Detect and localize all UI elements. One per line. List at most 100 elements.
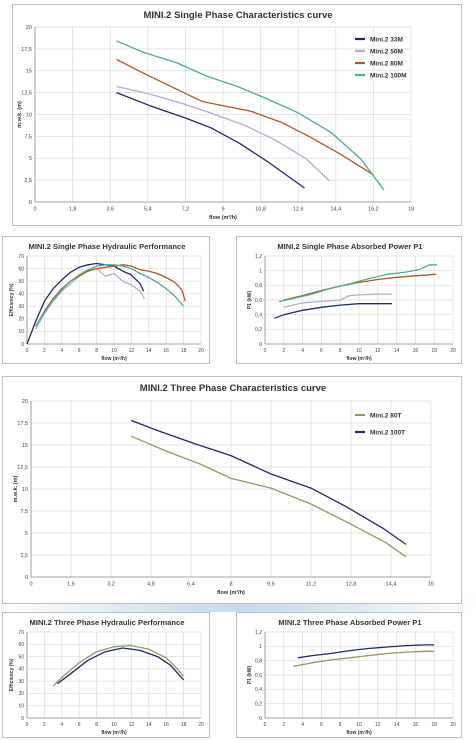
x-tick-label: 9,6 xyxy=(267,582,275,588)
chart-panel-three-characteristics: MINI.2 Three Phase Characteristics curve… xyxy=(2,376,462,604)
x-tick-label: 2 xyxy=(43,348,46,354)
y-tick-label: 20 xyxy=(18,691,24,697)
y-tick-label: 1 xyxy=(259,268,262,274)
x-tick-label: 4 xyxy=(60,722,63,728)
y-tick-label: 0,6 xyxy=(255,298,262,304)
series-line-3 xyxy=(116,40,385,191)
series-line-2 xyxy=(35,264,186,327)
series-line-0 xyxy=(116,91,305,189)
y-axis-label: Efficiency (%) xyxy=(9,283,15,316)
y-tick-label: 7,5 xyxy=(20,509,28,515)
y-axis-label: Efficiency (%) xyxy=(9,658,15,691)
x-axis-label: flow (m³/h) xyxy=(101,730,127,736)
three-phase-hydraulic-chart: MINI.2 Three Phase Hydraulic Performance… xyxy=(9,618,204,736)
y-axis-label: m.w.k. (m) xyxy=(17,101,23,128)
y-axis-label: P1 (kW) xyxy=(247,666,253,685)
x-tick-label: 20 xyxy=(198,722,204,728)
x-tick-label: 18 xyxy=(408,207,414,213)
y-tick-label: 70 xyxy=(18,254,24,260)
x-tick-label: 12 xyxy=(129,722,135,728)
x-axis-label: flow (m³/h) xyxy=(217,589,245,596)
y-tick-label: 1,2 xyxy=(255,254,262,260)
x-tick-label: 16 xyxy=(163,348,169,354)
x-tick-label: 4 xyxy=(301,348,304,354)
x-tick-label: 12 xyxy=(375,722,381,728)
x-tick-label: 10 xyxy=(356,722,362,728)
x-tick-label: 0 xyxy=(264,348,267,354)
y-tick-label: 40 xyxy=(18,291,24,297)
x-tick-label: 6,4 xyxy=(187,582,195,588)
y-tick-label: 5 xyxy=(29,156,32,162)
x-tick-label: 11,2 xyxy=(306,582,316,588)
series-line-1 xyxy=(283,293,392,308)
legend-label: Mini.2 80T xyxy=(370,412,401,419)
three-phase-characteristics-chart: MINI.2 Three Phase Characteristics curve… xyxy=(13,383,434,596)
x-tick-label: 10 xyxy=(111,722,117,728)
y-tick-label: 1,2 xyxy=(255,630,262,636)
y-tick-label: 0,2 xyxy=(255,327,262,333)
x-tick-label: 12 xyxy=(129,348,135,354)
x-axis-label: flow (m³/h) xyxy=(209,214,237,221)
x-tick-label: 16 xyxy=(163,722,169,728)
y-tick-label: 10 xyxy=(18,329,24,335)
series-line-3 xyxy=(35,264,185,327)
y-tick-label: 60 xyxy=(18,642,24,648)
x-tick-label: 0 xyxy=(33,207,36,213)
chart-panel-three-hydraulic: MINI.2 Three Phase Hydraulic Performance… xyxy=(2,612,210,738)
legend-label: Mini.2 100M xyxy=(370,72,406,79)
x-tick-label: 6 xyxy=(78,722,81,728)
y-tick-label: 20 xyxy=(22,399,28,405)
chart-title: MINI.2 Three Phase Absorbed Power P1 xyxy=(278,618,422,627)
x-tick-label: 8 xyxy=(339,722,342,728)
x-tick-label: 8 xyxy=(339,348,342,354)
x-tick-label: 7,2 xyxy=(182,207,190,213)
chart-title: MINI.2 Single Phase Characteristics curv… xyxy=(143,10,332,21)
x-tick-label: 10,8 xyxy=(255,207,266,213)
x-tick-label: 8 xyxy=(229,582,232,588)
x-tick-label: 14,4 xyxy=(386,582,397,588)
x-tick-label: 1,6 xyxy=(67,582,75,588)
y-tick-label: 50 xyxy=(18,654,24,660)
x-axis-label: flow (m³/h) xyxy=(346,356,372,362)
y-tick-label: 0 xyxy=(259,716,262,722)
y-tick-label: 5 xyxy=(25,531,28,537)
x-tick-label: 20 xyxy=(198,348,204,354)
y-tick-label: 17,5 xyxy=(17,421,28,427)
single-phase-power-chart: MINI.2 Single Phase Absorbed Power P1 0 2 4… xyxy=(247,242,456,362)
y-tick-label: 30 xyxy=(18,679,24,685)
x-axis-label: flow (m³/h) xyxy=(346,730,372,736)
x-tick-label: 14,4 xyxy=(330,207,341,213)
x-tick-label: 3,6 xyxy=(106,207,114,213)
x-tick-label: 14 xyxy=(146,722,152,728)
x-tick-label: 16 xyxy=(428,582,434,588)
x-tick-label: 16,2 xyxy=(368,207,379,213)
y-tick-label: 0,6 xyxy=(255,673,262,679)
y-axis-label: P1 (kW) xyxy=(247,291,253,310)
x-tick-label: 6 xyxy=(78,348,81,354)
x-tick-label: 8 xyxy=(95,722,98,728)
series-line-1 xyxy=(116,85,330,182)
y-tick-label: 2,5 xyxy=(20,553,28,559)
y-tick-label: 30 xyxy=(18,304,24,310)
series-line-1 xyxy=(130,419,407,545)
x-tick-label: 0 xyxy=(26,722,29,728)
y-axis-label: m.w.k. (m) xyxy=(13,475,19,502)
x-tick-label: 18 xyxy=(431,348,437,354)
single-phase-hydraulic-chart: MINI.2 Single Phase Hydraulic Performanc… xyxy=(9,242,204,362)
series-line-0 xyxy=(274,303,392,319)
x-tick-label: 18 xyxy=(181,348,187,354)
x-tick-label: 6 xyxy=(320,722,323,728)
y-tick-label: 15 xyxy=(26,69,32,75)
x-tick-label: 2 xyxy=(43,722,46,728)
legend-label: Mini.2 33M xyxy=(370,36,403,43)
y-tick-label: 0,8 xyxy=(255,658,262,664)
x-tick-label: 4 xyxy=(301,722,304,728)
x-tick-label: 12 xyxy=(375,348,381,354)
y-tick-label: 0 xyxy=(25,575,28,581)
three-phase-power-chart: MINI.2 Three Phase Absorbed Power P1 0 2 4 6… xyxy=(247,618,456,736)
x-tick-label: 14 xyxy=(394,722,400,728)
x-tick-label: 12,6 xyxy=(293,207,304,213)
x-tick-label: 2 xyxy=(282,722,285,728)
y-tick-label: 7,5 xyxy=(24,134,32,140)
series-line-0 xyxy=(297,644,435,659)
